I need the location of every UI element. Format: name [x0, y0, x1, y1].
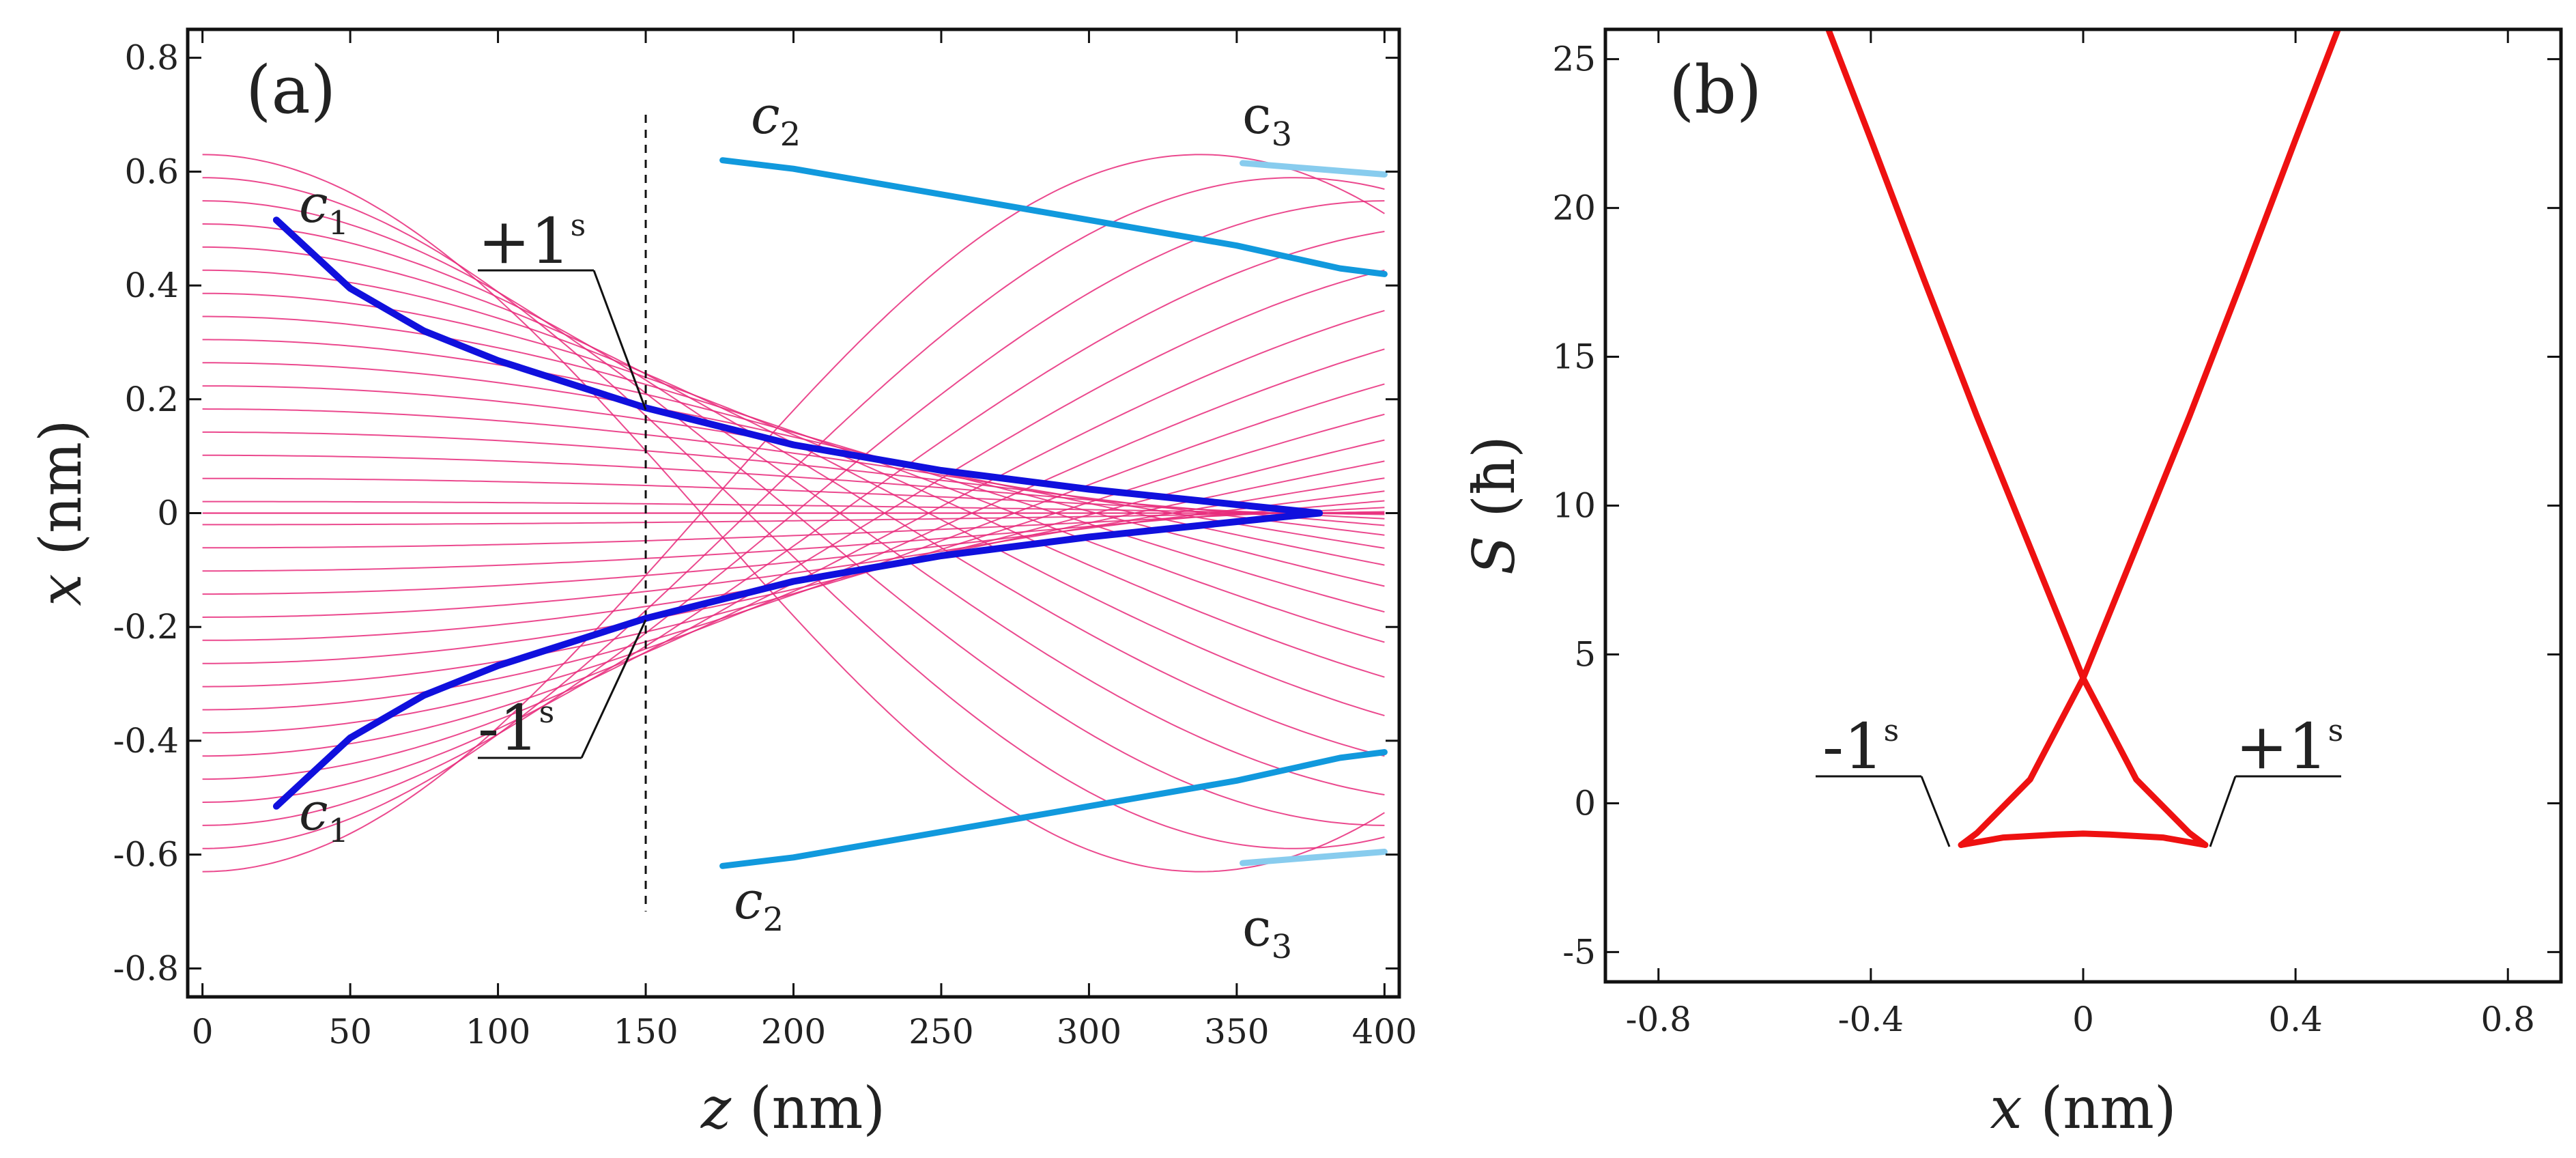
c3-bottom-label: c3 — [1242, 897, 1292, 966]
panel-b-frame — [1603, 27, 2563, 984]
x-tick-label: 0.8 — [2480, 1000, 2535, 1039]
panel-b-xlabel: x (nm) — [1990, 1075, 2176, 1142]
trajectory-line — [202, 383, 1385, 711]
y-tick-label: 5 — [1574, 634, 1596, 674]
y-tick-label: 20 — [1552, 188, 1596, 228]
panel-a-trajectories — [202, 154, 1385, 873]
panel-a-ticks: 0 50 100 150 200 250 300 350 400 -0.8 -0.6 -0.4 -0.2… — [113, 29, 1417, 1051]
trajectory-line — [202, 439, 1385, 664]
trajectory-line — [202, 177, 1385, 849]
panel-a-xlabel: z (nm) — [700, 1075, 885, 1142]
x-tick-label: 350 — [1204, 1012, 1269, 1051]
action-curve — [1958, 29, 2341, 848]
x-tick-label: 0 — [2072, 1000, 2094, 1039]
y-tick-label: 0 — [1574, 783, 1596, 823]
x-tick-label: 0 — [192, 1012, 214, 1051]
panel-b-ticks: -0.8 -0.4 0 0.4 0.8 -5 0 5 10 15 20 25 — [1552, 29, 2561, 1039]
caustic-c1 — [272, 509, 1323, 810]
panel-a-minus-leader — [580, 619, 647, 759]
trajectory-line — [202, 246, 1385, 757]
panel-b-ylabel: S (ħ) — [1461, 436, 1528, 575]
c2-bottom-label: c2 — [734, 870, 784, 939]
trajectory-line — [202, 315, 1385, 643]
trajectory-line — [202, 309, 1385, 757]
x-tick-label: 100 — [466, 1012, 530, 1051]
action-curve — [1825, 29, 2209, 848]
x-tick-label: 300 — [1057, 1012, 1121, 1051]
panel-b-plus-leader — [2209, 776, 2237, 847]
y-tick-label: 0.2 — [124, 380, 179, 419]
y-tick-label: 0.8 — [124, 38, 179, 78]
caustic-c3 — [1240, 160, 1388, 178]
x-tick-label: 150 — [613, 1012, 678, 1051]
panel-a-label: (a) — [246, 52, 336, 128]
trajectory-line — [202, 362, 1385, 587]
c1-top-label: c1 — [299, 173, 349, 242]
trajectory-line — [202, 413, 1385, 688]
y-tick-label: -0.8 — [113, 948, 179, 988]
y-tick-label: 0.6 — [124, 152, 179, 191]
c3-top-label: c3 — [1242, 85, 1292, 154]
trajectory-line — [202, 348, 1385, 734]
panel-a-minus-annotation: -1s — [478, 692, 554, 765]
caustic-c1 — [272, 216, 1323, 517]
panel-a-plus-annotation: +1s — [478, 205, 586, 278]
x-tick-label: 250 — [908, 1012, 973, 1051]
x-tick-label: -0.4 — [1838, 1000, 1904, 1039]
trajectory-line — [202, 500, 1385, 516]
trajectory-line — [202, 269, 1385, 717]
trajectory-line — [202, 292, 1385, 678]
y-tick-label: 15 — [1552, 337, 1596, 377]
caustic-c2 — [719, 749, 1388, 869]
panel-a-caustics — [272, 157, 1388, 869]
caustic-c3 — [1240, 849, 1388, 866]
panel-b-minus-annotation: -1s — [1822, 710, 1899, 783]
x-tick-label: 50 — [328, 1012, 372, 1051]
panel-b-action-curves — [1825, 29, 2341, 848]
action-curve — [1958, 830, 2209, 848]
c2-top-label: c2 — [751, 85, 801, 154]
panel-b-minus-leader — [1920, 776, 1951, 847]
caustic-c2 — [719, 157, 1388, 277]
trajectory-line — [202, 231, 1385, 803]
y-tick-label: -5 — [1562, 932, 1596, 972]
x-tick-label: 400 — [1352, 1012, 1417, 1051]
c1-bottom-label: c1 — [299, 781, 349, 850]
trajectory-line — [202, 454, 1385, 526]
y-tick-label: 10 — [1552, 486, 1596, 526]
y-tick-label: 0.4 — [124, 266, 179, 305]
x-tick-label: 0.4 — [2268, 1000, 2323, 1039]
y-tick-label: -0.4 — [113, 721, 179, 761]
panel-a: 0 50 100 150 200 250 300 350 400 -0.8 -0.6 -0.4 -0.2… — [27, 27, 1417, 1142]
y-tick-label: 0 — [157, 494, 179, 533]
trajectory-line — [202, 223, 1385, 795]
panel-b-label: (b) — [1669, 52, 1762, 128]
trajectory-line — [202, 339, 1385, 613]
trajectory-line — [202, 431, 1385, 536]
panel-a-plus-leader — [592, 270, 647, 410]
y-tick-label: -0.2 — [113, 607, 179, 647]
trajectory-line — [202, 507, 1385, 549]
trajectory-line — [202, 154, 1385, 873]
trajectory-line — [202, 154, 1385, 873]
trajectory-line — [202, 408, 1385, 549]
panel-b: -0.8 -0.4 0 0.4 0.8 -5 0 5 10 15 20 25 x (nm) S (ħ)… — [1461, 27, 2563, 1142]
y-tick-label: -0.6 — [113, 835, 179, 875]
x-tick-label: 200 — [761, 1012, 826, 1051]
trajectory-line — [202, 177, 1385, 849]
panel-a-ylabel: x (nm) — [27, 419, 94, 606]
y-tick-label: 25 — [1552, 40, 1596, 79]
x-tick-label: -0.8 — [1626, 1000, 1691, 1039]
panel-b-plus-annotation: +1s — [2235, 710, 2343, 783]
trajectory-line — [202, 269, 1385, 780]
